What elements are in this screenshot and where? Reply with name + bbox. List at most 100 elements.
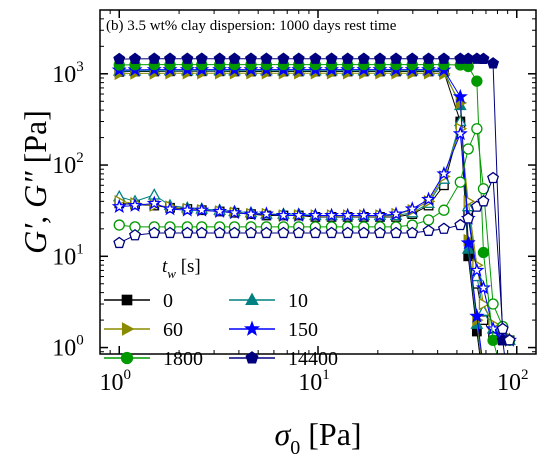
data-point-g-prime — [452, 88, 468, 104]
legend-item: 1800 — [104, 348, 203, 370]
data-point-g-double-prime — [422, 224, 435, 236]
data-point-g-double-prime — [438, 204, 450, 216]
data-point-g-prime — [390, 52, 403, 64]
legend-item: 60 — [104, 319, 183, 341]
data-point-g-prime — [477, 246, 490, 259]
legend-label: 0 — [163, 290, 173, 312]
legend-item: 14400 — [229, 348, 338, 370]
data-point-g-double-prime — [307, 207, 323, 222]
data-point-g-double-prime — [462, 143, 474, 155]
series-line-g-double-prime — [119, 126, 510, 341]
data-point-g-double-prime — [291, 207, 307, 222]
data-point-g-double-prime — [244, 226, 257, 239]
data-point-g-prime — [325, 52, 338, 64]
data-point-g-double-prime — [260, 226, 273, 239]
series-line-g-prime — [119, 69, 483, 354]
data-point-g-double-prime — [113, 236, 126, 249]
data-point-g-prime — [406, 52, 419, 64]
data-point-g-double-prime — [129, 228, 141, 241]
legend-label: 150 — [288, 319, 318, 341]
data-point-g-prime — [478, 362, 489, 373]
legend-label: 60 — [163, 319, 183, 341]
data-point-g-double-prime — [422, 214, 435, 226]
data-point-g-double-prime — [194, 202, 210, 217]
data-point-g-double-prime — [340, 207, 356, 222]
data-point-g-double-prime — [475, 280, 491, 295]
series-line-g-prime — [119, 64, 498, 354]
series-14400 — [113, 52, 516, 354]
data-point-g-double-prime — [181, 226, 194, 239]
data-point-g-double-prime — [309, 226, 322, 239]
legend-marker — [245, 351, 259, 364]
data-point-g-prime — [422, 52, 435, 64]
y-tick-label: 101 — [52, 241, 84, 270]
data-point-g-prime — [309, 52, 322, 64]
data-point-g-prime — [460, 235, 476, 250]
data-point-g-double-prime — [477, 195, 490, 207]
data-point-g-prime — [469, 308, 485, 323]
legend-item: 10 — [229, 290, 308, 312]
data-point-g-prime — [292, 52, 305, 64]
chart-title: (b) 3.5 wt% clay dispersion: 1000 days r… — [106, 18, 397, 34]
data-point-g-prime — [477, 52, 490, 65]
data-point-g-double-prime — [277, 226, 290, 239]
series-layer — [111, 52, 518, 389]
data-point-g-double-prime — [127, 197, 143, 212]
data-point-g-prime — [148, 52, 161, 64]
data-point-g-prime — [228, 52, 241, 64]
data-point-g-prime — [277, 52, 290, 64]
x-tick-label: 101 — [298, 367, 330, 396]
data-point-g-double-prime — [487, 171, 500, 184]
series-line-g-prime — [119, 70, 481, 354]
legend-label: 1800 — [163, 348, 203, 370]
y-tick-label: 100 — [52, 333, 84, 362]
data-point-g-double-prime — [179, 202, 195, 217]
data-point-g-prime — [461, 242, 475, 254]
data-point-g-double-prime — [275, 207, 291, 222]
data-point-g-double-prime — [111, 198, 127, 214]
data-point-g-prime — [487, 334, 499, 346]
data-point-g-double-prime — [462, 212, 475, 224]
data-point-g-double-prime — [228, 226, 241, 239]
data-point-g-double-prime — [292, 226, 305, 239]
y-tick-label: 103 — [52, 59, 84, 88]
data-point-g-prime — [213, 52, 226, 64]
data-point-g-prime — [181, 52, 194, 64]
data-point-g-double-prime — [163, 226, 176, 239]
x-tick-label: 102 — [497, 367, 529, 396]
data-point-g-double-prime — [404, 201, 420, 216]
data-point-g-double-prime — [212, 203, 228, 218]
data-point-g-double-prime — [388, 206, 404, 221]
legend-label: 14400 — [288, 348, 338, 370]
data-point-g-prime — [479, 380, 488, 389]
legend-title: tw [s] — [162, 256, 201, 281]
data-point-g-double-prime — [357, 226, 370, 239]
legend-marker — [121, 322, 135, 336]
data-point-g-prime — [437, 52, 450, 64]
data-point-g-prime — [195, 52, 208, 64]
data-point-g-prime — [129, 52, 141, 65]
legend-item: 0 — [104, 290, 173, 312]
data-point-g-prime — [163, 52, 176, 64]
series-1800 — [113, 58, 516, 354]
data-point-g-prime — [478, 370, 489, 380]
data-point-g-double-prime — [226, 204, 242, 220]
data-point-g-double-prime — [325, 226, 338, 239]
legend: tw [s] 0 10 60 150 1800 14400 — [104, 256, 338, 370]
data-point-g-double-prime — [146, 195, 162, 210]
data-point-g-prime — [260, 52, 273, 64]
data-point-g-prime — [471, 75, 483, 87]
data-point-g-double-prime — [390, 226, 403, 239]
data-point-g-double-prime — [503, 334, 516, 346]
data-point-g-double-prime — [356, 207, 372, 222]
data-point-g-double-prime — [471, 123, 483, 135]
data-point-g-double-prime — [437, 222, 450, 234]
data-point-g-double-prime — [148, 226, 161, 239]
data-point-g-prime — [479, 370, 489, 381]
data-point-g-double-prime — [162, 201, 178, 216]
data-point-g-prime — [357, 52, 370, 64]
data-point-g-double-prime — [421, 191, 437, 206]
data-point-g-double-prime — [469, 262, 485, 277]
